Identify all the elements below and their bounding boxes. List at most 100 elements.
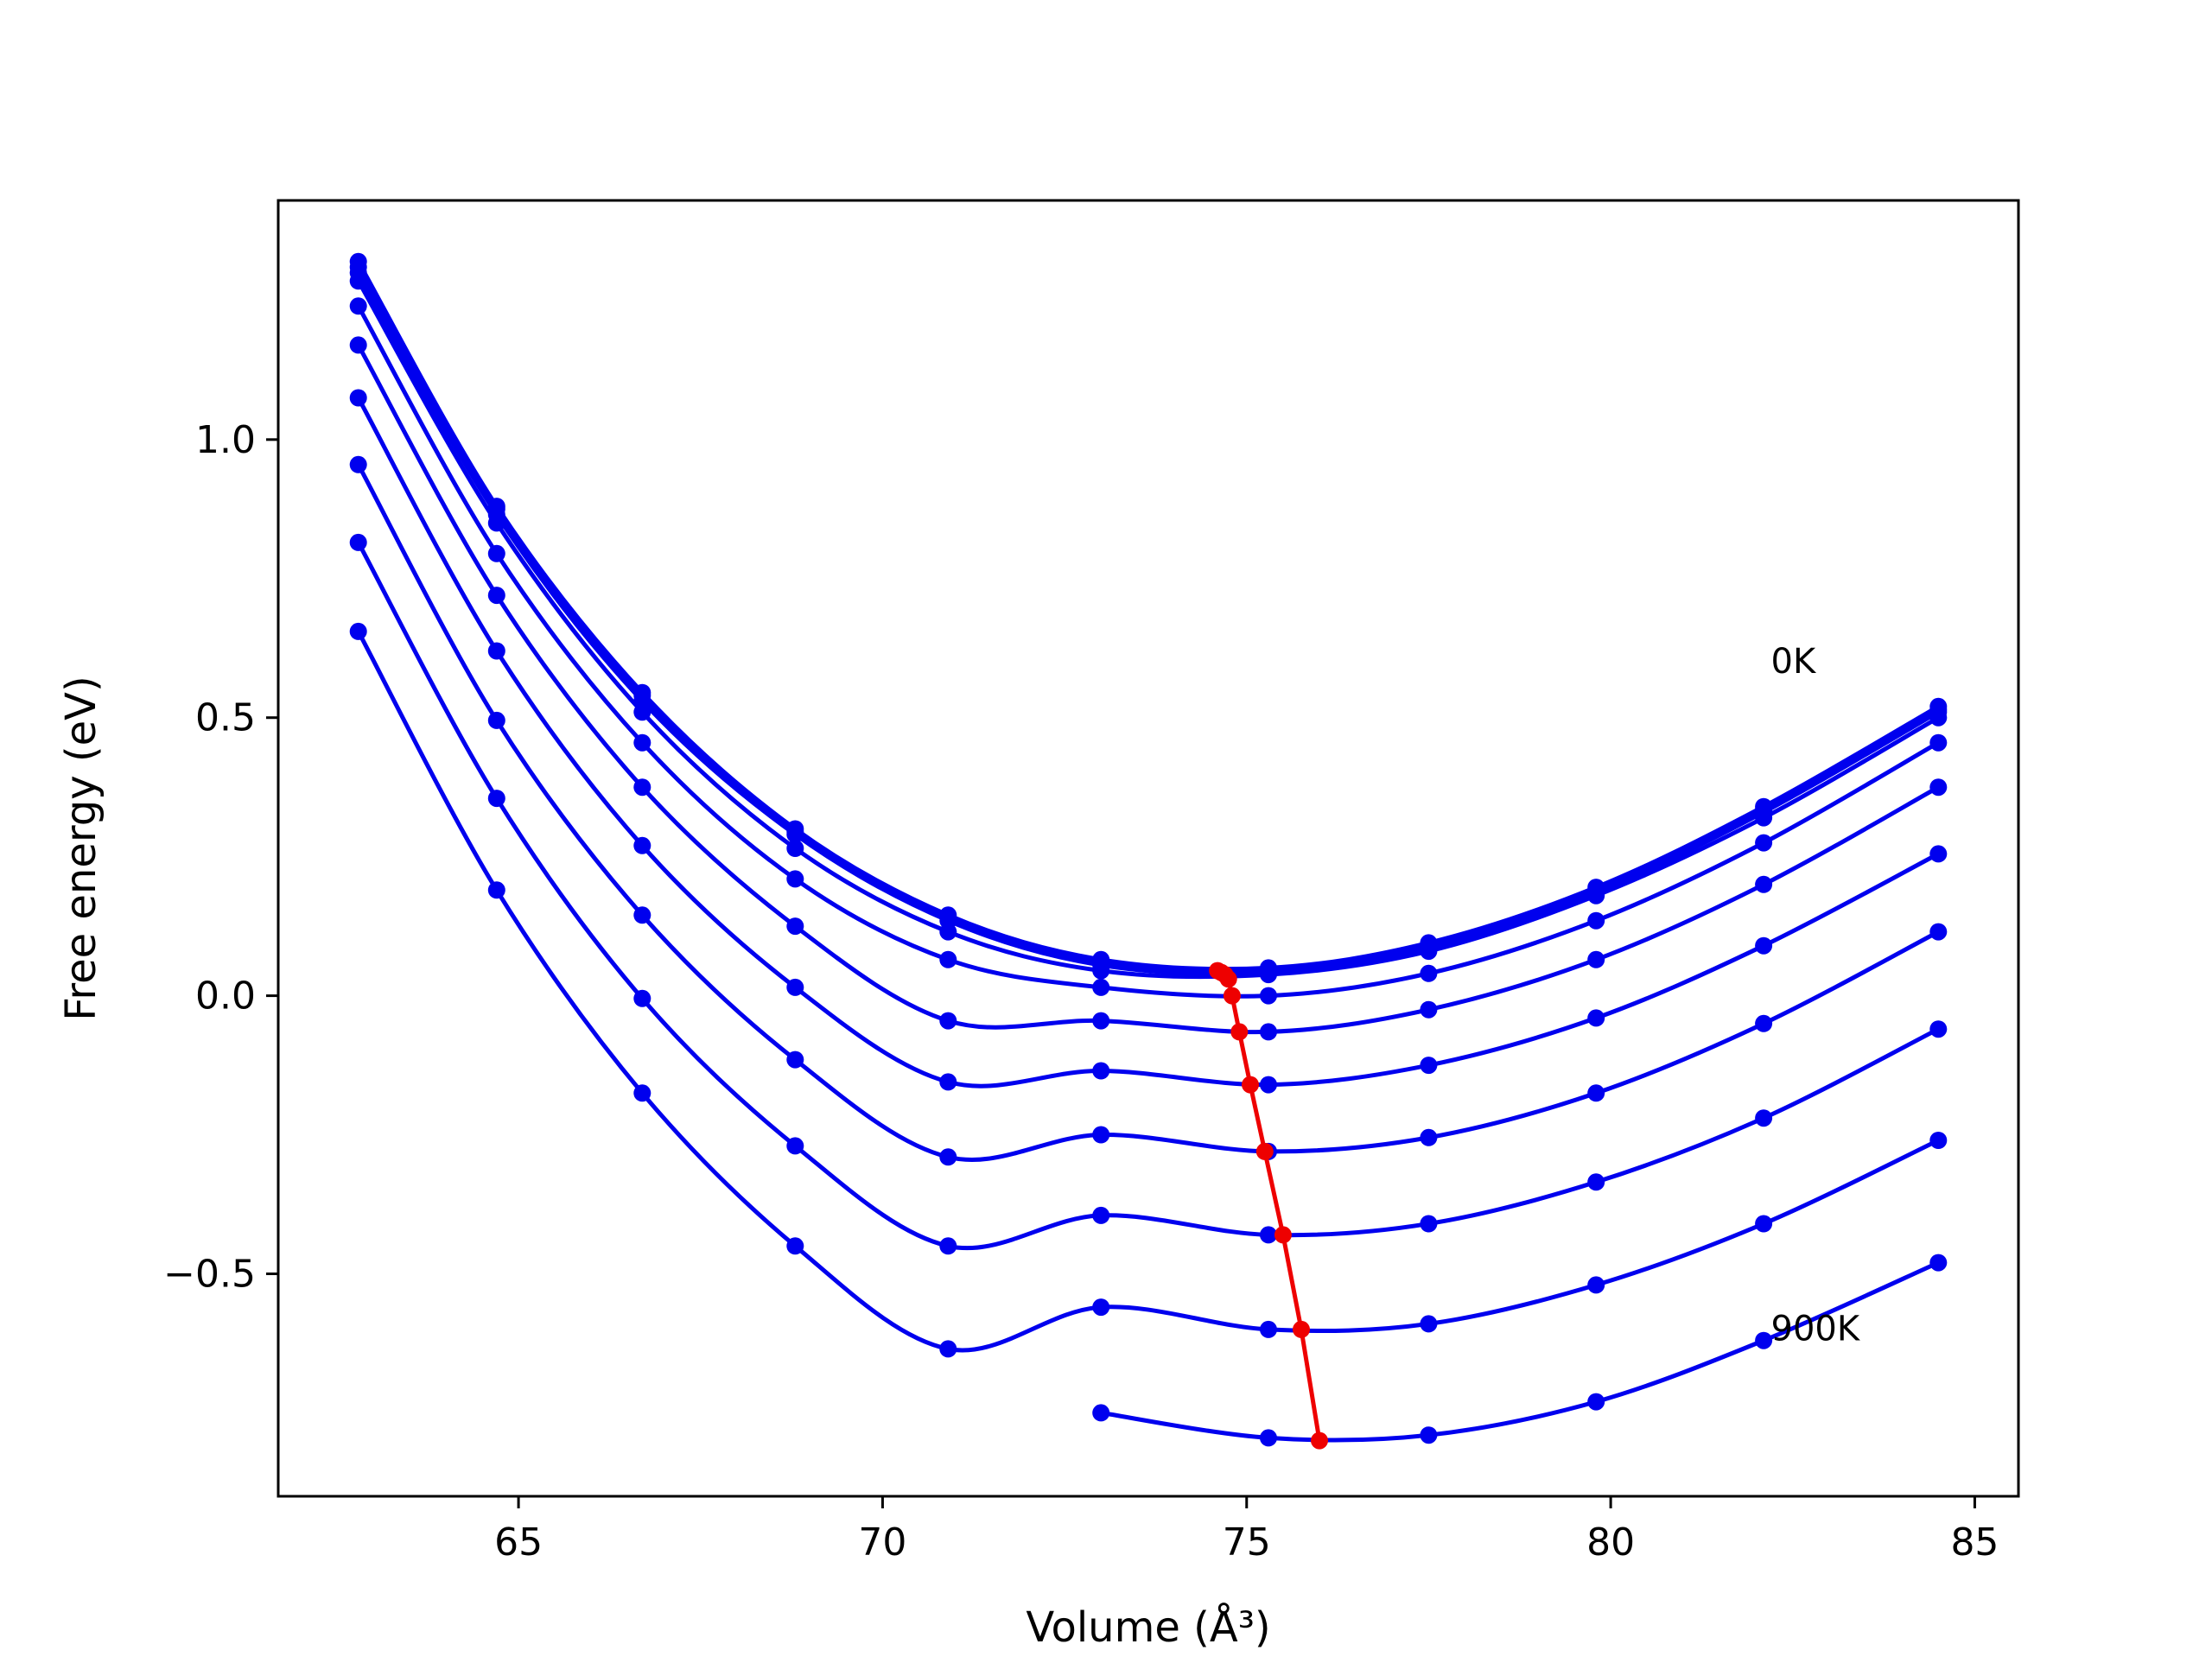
series-8-curve [356, 541, 1940, 1251]
x-tick-label-1: 70 [858, 1520, 906, 1565]
series-4-curve [356, 305, 1940, 999]
minimum-path-line [1217, 968, 1322, 1442]
series-8-point-5 [1092, 1206, 1110, 1224]
series-3-point-0 [349, 272, 367, 290]
x-tick-label-2: 75 [1223, 1520, 1271, 1565]
series-6-point-5 [1092, 1062, 1110, 1080]
series-3-point-1 [487, 514, 505, 532]
minimum-point-9 [1293, 1320, 1310, 1338]
series-8-point-8 [1587, 1173, 1605, 1191]
series-6-point-4 [939, 1073, 957, 1091]
series-5-point-8 [1587, 950, 1605, 968]
plot-frame [276, 199, 2020, 1498]
annotation-1: 900K [1771, 1310, 1861, 1349]
series-3-point-7 [1420, 943, 1438, 961]
series-9-point-5 [1092, 1298, 1110, 1317]
series-7-point-8 [1587, 1084, 1605, 1102]
series-6-point-6 [1260, 1076, 1277, 1094]
series-6-point-3 [786, 978, 804, 996]
series-7-point-5 [1092, 1126, 1110, 1144]
series-5-point-7 [1420, 1000, 1438, 1019]
series-4-point-0 [349, 297, 367, 315]
series-9-point-9 [1755, 1215, 1773, 1233]
series-8-point-2 [633, 989, 652, 1007]
series-0-curve [356, 260, 1940, 972]
y-tick-label-2: 0.5 [195, 696, 256, 740]
series-7-point-0 [349, 455, 367, 473]
series-9-point-2 [633, 1084, 652, 1102]
x-axis-label: Volume (Å³) [1026, 1603, 1270, 1652]
y-tick-label-0: −0.5 [163, 1252, 256, 1296]
series-7-curve [356, 463, 1940, 1162]
minimum-point-8 [1274, 1226, 1292, 1244]
series-8-point-1 [487, 790, 505, 808]
series-8-point-4 [939, 1237, 957, 1255]
series-6-point-8 [1587, 1009, 1605, 1027]
series-10-curve [1100, 1260, 1940, 1443]
series-8-point-0 [349, 533, 367, 551]
series-10-point-5 [1092, 1404, 1110, 1422]
series-6-point-7 [1420, 1057, 1438, 1075]
series-4-point-6 [1260, 987, 1277, 1005]
series-3-point-4 [939, 923, 957, 941]
series-4-point-1 [487, 544, 505, 562]
series-5-point-1 [487, 587, 505, 605]
series-7-point-7 [1420, 1128, 1438, 1146]
series-5-point-6 [1260, 1023, 1277, 1041]
series-2-point-3 [786, 825, 804, 843]
y-tick-label-3: 1.0 [195, 418, 256, 462]
series-8-point-10 [1929, 1020, 1948, 1038]
x-tick-label-0: 65 [494, 1520, 543, 1565]
series-6-point-1 [487, 642, 505, 660]
series-9-point-3 [786, 1237, 804, 1255]
series-5-point-5 [1092, 1012, 1110, 1030]
minimum-point-4 [1223, 987, 1241, 1005]
series-3-point-5 [1092, 962, 1110, 980]
series-1-curve [356, 266, 1940, 974]
series-10-point-8 [1587, 1393, 1605, 1411]
series-9-point-1 [487, 881, 505, 899]
series-4-point-3 [786, 870, 804, 888]
series-5-point-4 [939, 1012, 957, 1030]
series-3-point-8 [1587, 886, 1605, 904]
series-2-curve [356, 271, 1940, 976]
series-9-curve [356, 630, 1940, 1353]
series-6-point-2 [633, 836, 652, 854]
series-5-curve [356, 344, 1940, 1035]
series-10-point-7 [1420, 1426, 1438, 1444]
x-tick-label-4: 85 [1950, 1520, 1999, 1565]
series-6-point-0 [349, 389, 367, 407]
minimum-point-6 [1242, 1076, 1259, 1094]
series-5-point-2 [633, 778, 652, 797]
series-9-point-4 [939, 1340, 957, 1358]
y-axis-label: Free energy (eV) [57, 676, 105, 1020]
series-7-point-9 [1755, 1014, 1773, 1032]
series-3-curve [356, 280, 1940, 980]
annotation-0: 0K [1771, 642, 1817, 682]
series-4-point-9 [1755, 834, 1773, 852]
series-9-point-6 [1260, 1320, 1277, 1338]
series-5-point-9 [1755, 875, 1773, 893]
series-4-point-8 [1587, 911, 1605, 930]
series-3-point-9 [1755, 809, 1773, 827]
series-6-point-9 [1755, 936, 1773, 955]
series-9-point-0 [349, 622, 367, 640]
x-tick-label-3: 80 [1586, 1520, 1635, 1565]
series-7-point-2 [633, 906, 652, 924]
series-6-curve [356, 397, 1940, 1089]
series-6-point-10 [1929, 845, 1948, 863]
series-4-point-2 [633, 733, 652, 752]
series-5-point-10 [1929, 778, 1948, 797]
minimum-point-3 [1219, 970, 1237, 988]
series-8-point-3 [786, 1137, 804, 1155]
series-7-point-3 [786, 1050, 804, 1069]
series-4-point-7 [1420, 964, 1438, 982]
series-3-point-3 [786, 840, 804, 857]
series-4-point-5 [1092, 978, 1110, 996]
series-7-point-1 [487, 711, 505, 729]
series-8-point-6 [1260, 1226, 1277, 1244]
series-10-point-10 [1929, 1254, 1948, 1272]
series-3-point-6 [1260, 966, 1277, 984]
